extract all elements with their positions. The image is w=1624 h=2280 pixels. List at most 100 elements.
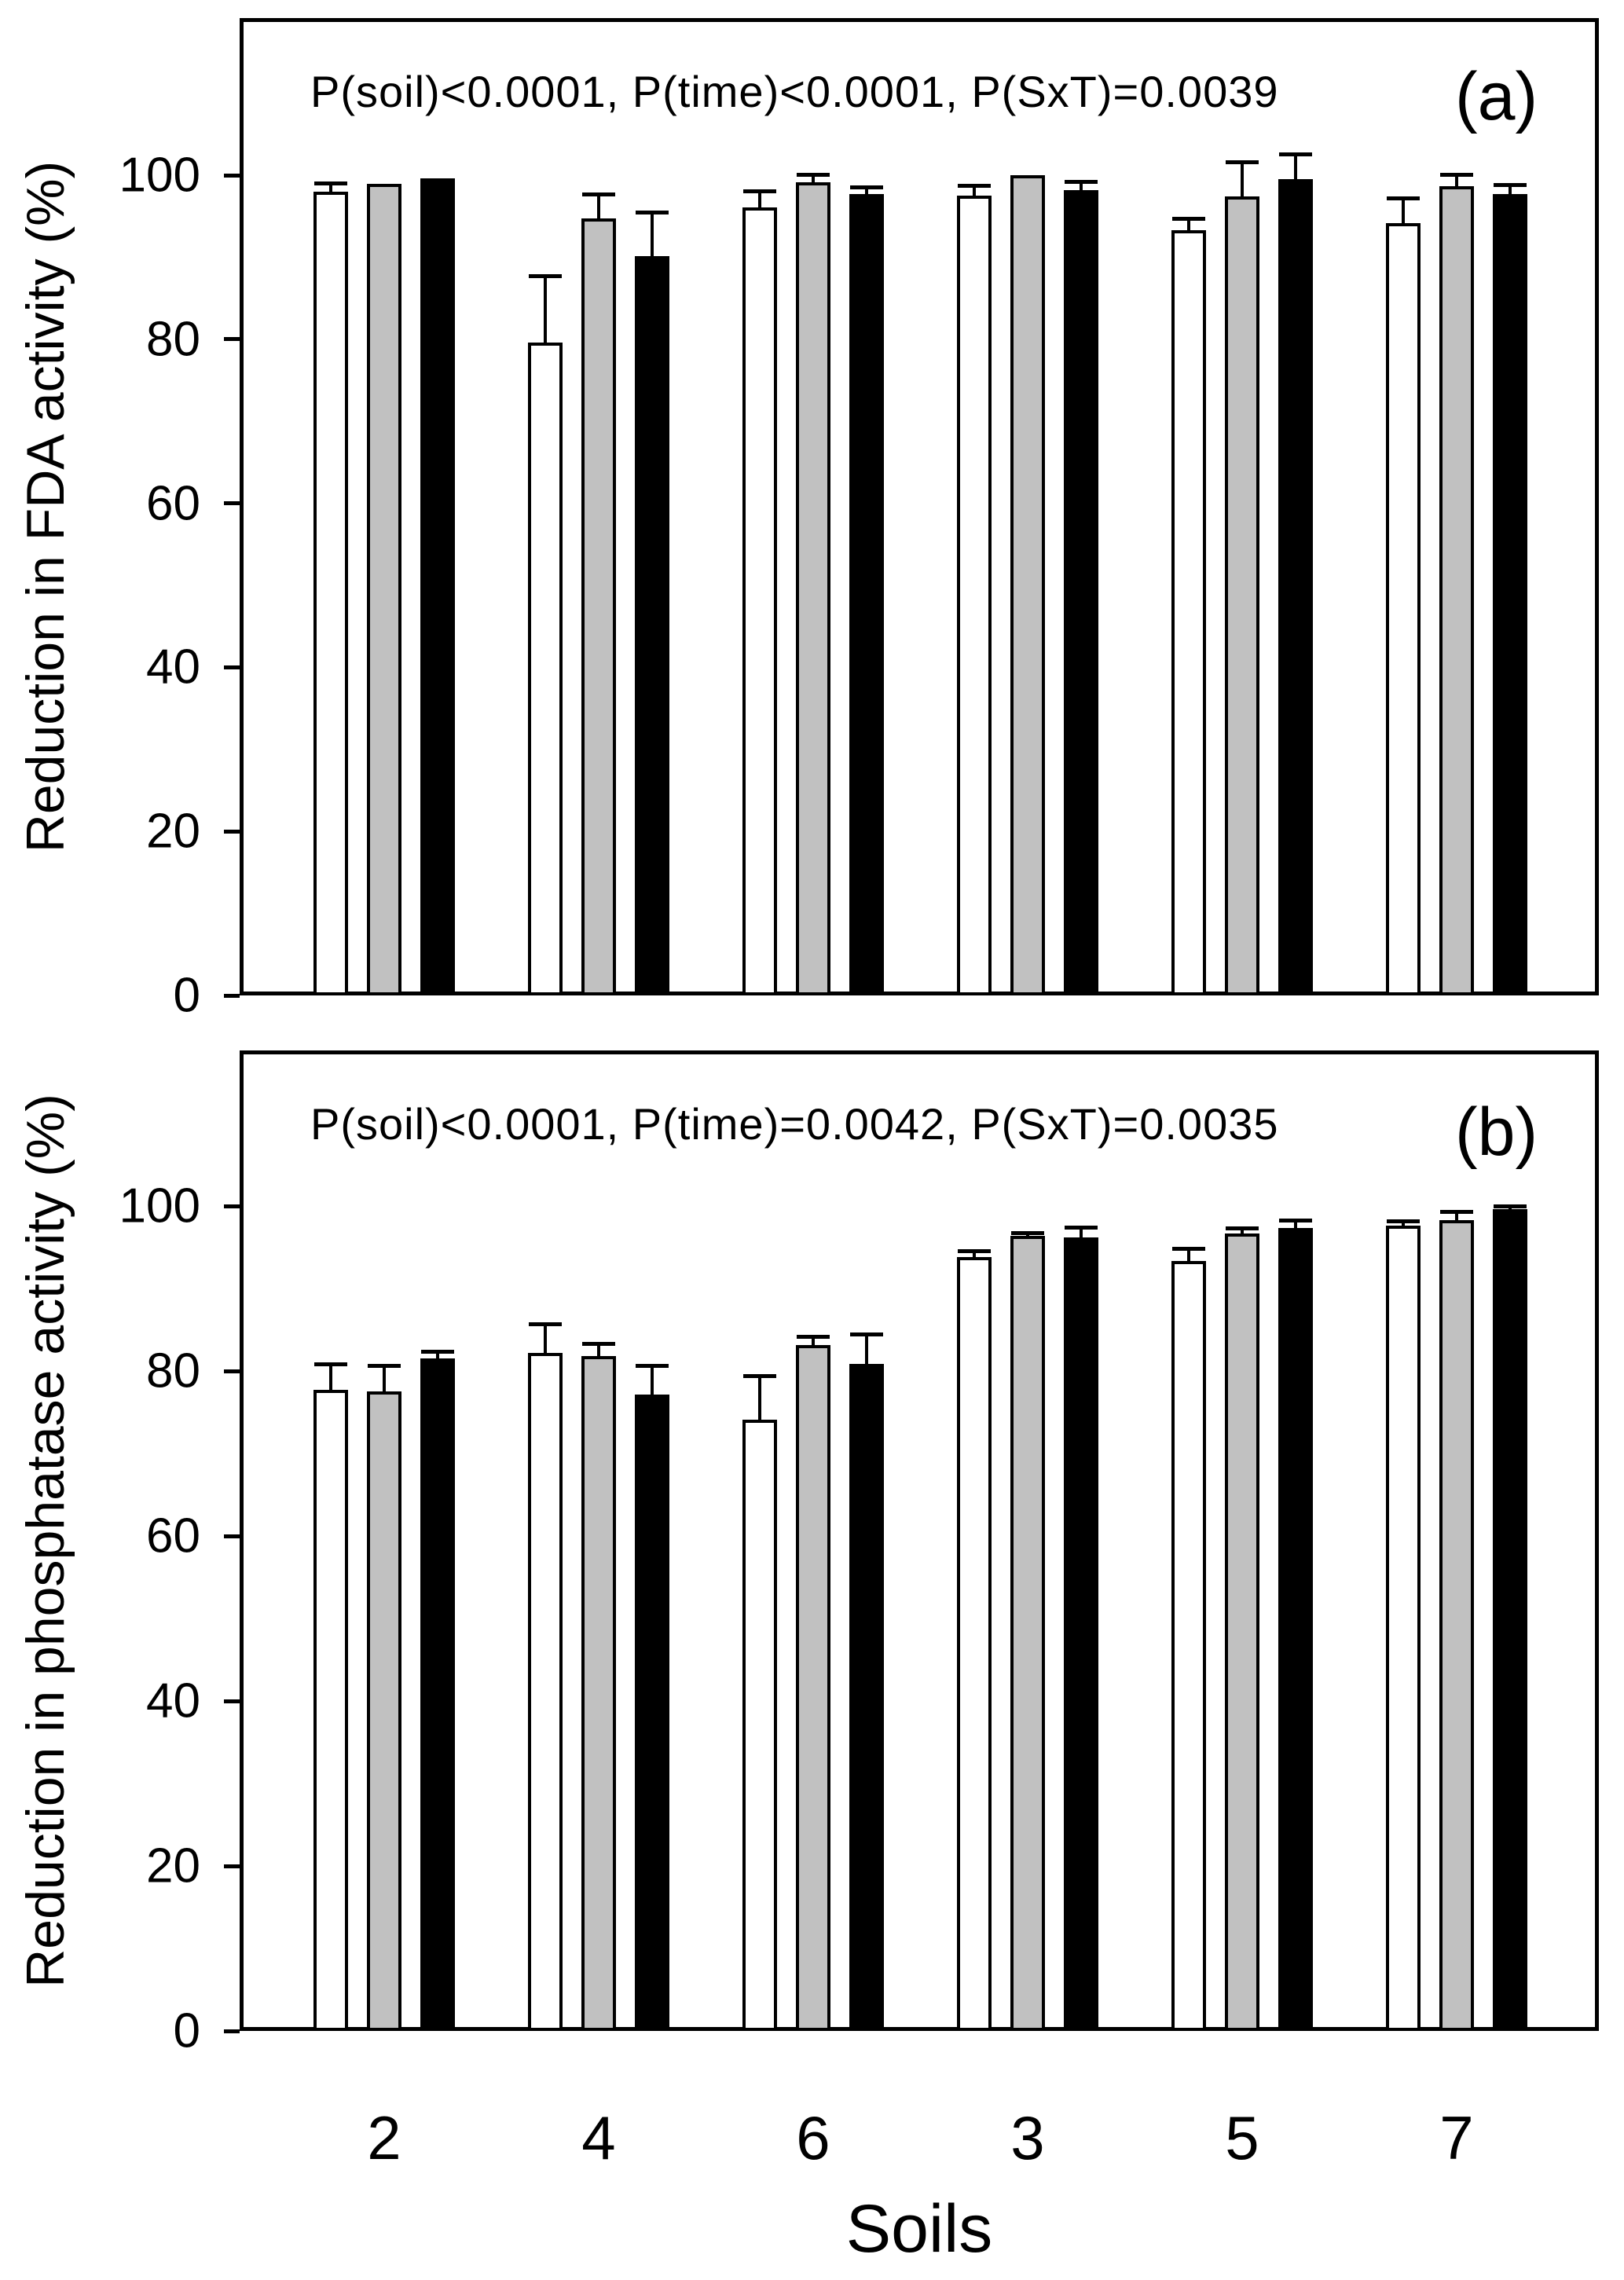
error-bar-cap xyxy=(743,189,776,193)
error-bar-cap xyxy=(1065,1226,1098,1230)
x-category-label: 6 xyxy=(796,2103,830,2172)
error-bar-cap xyxy=(958,183,991,188)
x-category-label: 3 xyxy=(1010,2103,1045,2172)
y-axis-tick-label: 0 xyxy=(173,2003,200,2058)
white-bar xyxy=(1386,1226,1421,2031)
error-bar-cap xyxy=(850,185,883,189)
black-bar xyxy=(635,256,669,995)
error-bar-line xyxy=(383,1365,386,1392)
error-bar-cap xyxy=(582,1342,615,1347)
y-axis-tick xyxy=(224,1699,240,1703)
error-bar-cap xyxy=(1172,1246,1205,1251)
y-axis-tick-label: 40 xyxy=(146,640,200,695)
error-bar-cap xyxy=(1011,1230,1044,1235)
error-bar-line xyxy=(812,1336,815,1346)
y-axis-tick xyxy=(224,1204,240,1208)
gray-bar xyxy=(1010,1235,1045,2031)
error-bar-line xyxy=(436,1351,439,1359)
y-axis-tick xyxy=(224,173,240,178)
error-bar-line xyxy=(329,1364,332,1391)
white-bar xyxy=(742,207,777,995)
gray-bar xyxy=(581,218,616,995)
x-category-label: 5 xyxy=(1225,2103,1259,2172)
white-bar xyxy=(528,342,563,995)
panel-b-plot-box xyxy=(240,1050,1599,2031)
panel-b-label: (b) xyxy=(1455,1094,1538,1170)
y-axis-tick xyxy=(224,1534,240,1538)
y-axis-tick xyxy=(224,337,240,342)
error-bar-line xyxy=(1080,1228,1083,1237)
y-axis-tick-label: 80 xyxy=(146,1343,200,1398)
error-bar-line xyxy=(329,184,332,192)
error-bar-line xyxy=(597,1344,600,1357)
error-bar-line xyxy=(973,1251,976,1258)
panel-a-plot-box xyxy=(240,18,1599,995)
y-axis-tick-label: 80 xyxy=(146,312,200,367)
error-bar-cap xyxy=(368,1363,401,1368)
error-bar-cap xyxy=(1387,196,1420,201)
gray-bar xyxy=(796,1345,830,2031)
error-bar-line xyxy=(758,191,761,207)
error-bar-cap xyxy=(797,1334,830,1339)
error-bar-cap xyxy=(1279,1218,1312,1222)
error-bar-cap xyxy=(1065,180,1098,185)
y-axis-tick xyxy=(224,1369,240,1373)
error-bar-cap xyxy=(1440,173,1473,177)
error-bar-cap xyxy=(1494,1204,1527,1209)
error-bar-line xyxy=(1241,1229,1244,1233)
black-bar xyxy=(1278,179,1313,995)
y-axis-tick-label: 100 xyxy=(119,148,200,203)
black-bar xyxy=(1064,1237,1098,2031)
x-category-label: 7 xyxy=(1439,2103,1474,2172)
white-bar xyxy=(1386,222,1421,995)
error-bar-line xyxy=(1187,1248,1190,1262)
y-axis-tick-label: 60 xyxy=(146,476,200,531)
error-bar-line xyxy=(1294,154,1297,180)
error-bar-line xyxy=(758,1376,761,1420)
y-axis-tick xyxy=(224,665,240,669)
error-bar-line xyxy=(1294,1220,1297,1229)
error-bar-line xyxy=(651,213,654,257)
x-axis-title: Soils xyxy=(845,2191,993,2267)
y-axis-tick xyxy=(224,2029,240,2033)
panel-b-pvalues-annotation: P(soil)<0.0001, P(time)=0.0042, P(SxT)=0… xyxy=(310,1099,1279,1149)
y-axis-tick xyxy=(224,501,240,506)
y-axis-tick-label: 40 xyxy=(146,1673,200,1728)
error-bar-cap xyxy=(1172,217,1205,222)
error-bar-line xyxy=(1402,199,1405,223)
x-category-label: 4 xyxy=(581,2103,616,2172)
black-bar xyxy=(849,1363,884,2031)
black-bar xyxy=(420,178,455,995)
y-axis-tick-label: 20 xyxy=(146,804,200,859)
error-bar-cap xyxy=(1279,152,1312,156)
black-bar xyxy=(1493,1209,1527,2031)
white-bar xyxy=(313,1390,348,2031)
y-axis-tick-label: 0 xyxy=(173,968,200,1023)
black-bar xyxy=(1278,1228,1313,2031)
gray-bar xyxy=(367,1391,401,2031)
white-bar xyxy=(957,196,992,995)
error-bar-line xyxy=(812,175,815,183)
error-bar-cap xyxy=(850,1332,883,1336)
error-bar-line xyxy=(1455,1212,1458,1220)
y-axis-tick xyxy=(224,1864,240,1868)
error-bar-line xyxy=(1509,185,1512,194)
error-bar-cap xyxy=(1387,1219,1420,1223)
error-bar-cap xyxy=(636,1363,669,1368)
error-bar-line xyxy=(597,195,600,219)
gray-bar xyxy=(1439,185,1474,995)
error-bar-line xyxy=(544,1325,547,1353)
error-bar-line xyxy=(1080,182,1083,190)
black-bar xyxy=(1493,194,1527,995)
white-bar xyxy=(1171,1261,1206,2031)
y-axis-tick-label: 100 xyxy=(119,1178,200,1233)
white-bar xyxy=(313,191,348,995)
black-bar xyxy=(420,1358,455,2031)
white-bar xyxy=(528,1352,563,2031)
panel-a-y-axis-title: Reduction in FDA activity (%) xyxy=(16,160,75,853)
error-bar-line xyxy=(651,1365,654,1395)
error-bar-line xyxy=(544,277,547,343)
error-bar-cap xyxy=(1226,160,1259,165)
error-bar-cap xyxy=(314,1362,347,1366)
gray-bar xyxy=(796,182,830,995)
